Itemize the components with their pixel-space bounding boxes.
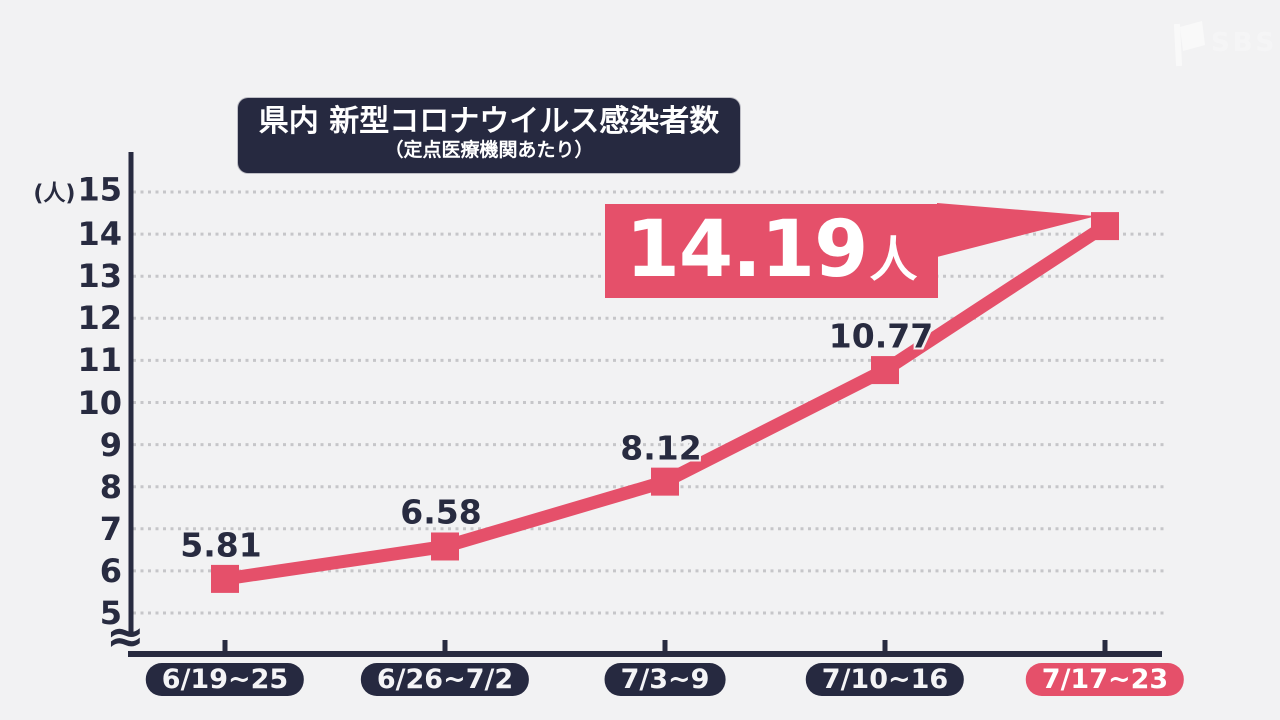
y-axis-tick-label: 6 bbox=[99, 551, 122, 590]
x-axis-label: 7/3~9 bbox=[604, 663, 726, 696]
station-name: SBS bbox=[1211, 28, 1278, 58]
y-axis-tick-label: 8 bbox=[99, 467, 122, 506]
data-point-marker bbox=[1091, 212, 1119, 241]
sbs-flag-icon bbox=[1173, 21, 1205, 67]
y-axis-tick-label: 7 bbox=[99, 509, 122, 548]
callout-value-box: 14.19 人 bbox=[605, 204, 938, 298]
x-axis-label: 6/26~7/2 bbox=[360, 663, 530, 696]
y-axis-unit-label: (人) bbox=[33, 181, 76, 207]
y-axis-tick-label: (人)15 bbox=[33, 170, 122, 209]
chart-subtitle: （定点医療機関あたり） bbox=[384, 139, 594, 161]
y-axis-tick-label: 14 bbox=[77, 215, 122, 254]
x-axis-label-highlighted: 7/17~23 bbox=[1025, 663, 1185, 696]
chart-title: 県内 新型コロナウイルス感染者数 bbox=[258, 104, 720, 139]
x-axis-label: 6/19~25 bbox=[145, 663, 305, 696]
y-axis-tick-label: 10 bbox=[77, 383, 122, 422]
y-axis-tick-label: 12 bbox=[77, 299, 122, 338]
station-watermark: SBS bbox=[1168, 18, 1277, 68]
callout-unit: 人 bbox=[869, 232, 918, 288]
y-axis-tick-label: 9 bbox=[99, 425, 122, 464]
y-axis-tick-label: 11 bbox=[77, 341, 122, 380]
callout-pointer bbox=[937, 203, 1096, 257]
y-axis-tick-label: 13 bbox=[77, 257, 122, 296]
x-axis-label: 7/10~16 bbox=[805, 663, 965, 696]
data-point-marker bbox=[871, 356, 899, 385]
data-point-marker bbox=[211, 564, 239, 593]
y-axis-tick-label: 5 bbox=[99, 594, 122, 632]
callout-value: 14.19 bbox=[625, 205, 869, 295]
chart-title-box: 県内 新型コロナウイルス感染者数 （定点医療機関あたり） bbox=[238, 98, 740, 173]
data-point-marker bbox=[431, 532, 459, 561]
point-value-label: 6.58 bbox=[400, 492, 482, 532]
point-value-label: 8.12 bbox=[620, 428, 702, 468]
data-point-marker bbox=[651, 467, 679, 496]
point-value-label: 5.81 bbox=[180, 525, 262, 565]
axis-break-symbol: ≈ bbox=[106, 609, 145, 663]
point-value-label: 10.77 bbox=[828, 316, 934, 356]
